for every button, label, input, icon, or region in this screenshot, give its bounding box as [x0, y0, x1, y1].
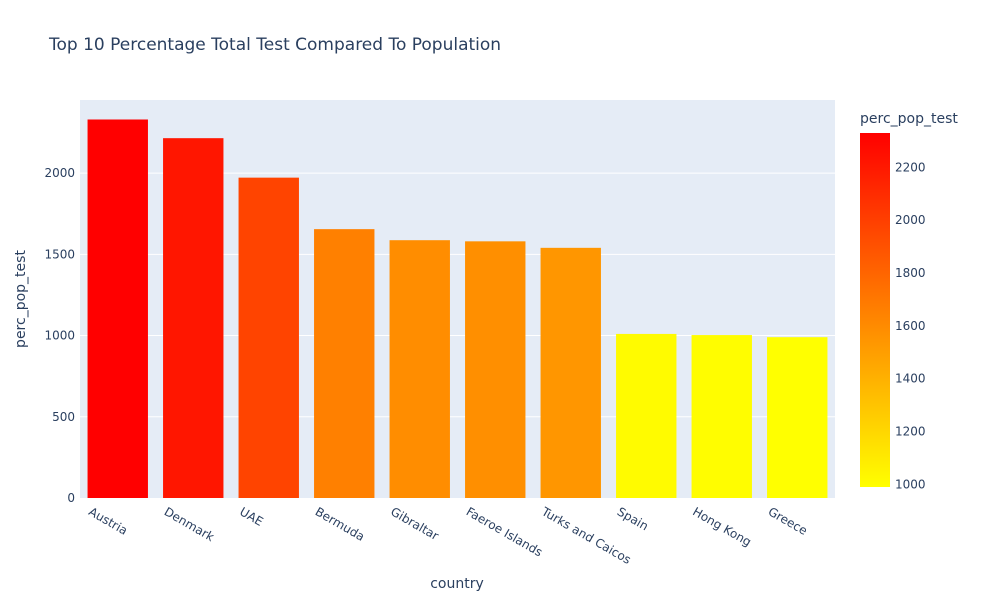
bar-turks-and-caicos[interactable] — [540, 247, 601, 498]
x-tick-label: Bermuda — [313, 504, 367, 543]
y-tick-label: 2000 — [44, 166, 75, 180]
x-tick-label: Spain — [615, 504, 651, 533]
x-tick-label: Austria — [86, 504, 130, 537]
x-tick-label: UAE — [237, 504, 265, 528]
x-tick-label: Gibraltar — [388, 504, 441, 543]
y-tick-label: 1000 — [44, 329, 75, 343]
bar-hong-kong[interactable] — [691, 335, 752, 498]
colorbar-tick-label: 1400 — [895, 372, 926, 386]
x-tick-label: Hong Kong — [690, 504, 754, 549]
y-tick-label: 0 — [67, 491, 75, 505]
y-tick-label: 500 — [52, 410, 75, 424]
y-tick-label: 1500 — [44, 247, 75, 261]
x-axis-title: country — [430, 576, 484, 592]
colorbar-tick-label: 1800 — [895, 266, 926, 280]
colorbar — [860, 133, 890, 487]
bar-faeroe-islands[interactable] — [465, 241, 526, 498]
bar-uae[interactable] — [238, 177, 299, 498]
colorbar-tick-label: 2000 — [895, 213, 926, 227]
bar-spain[interactable] — [616, 333, 677, 498]
colorbar-tick-label: 1600 — [895, 319, 926, 333]
x-axis-ticks: Austria Denmark UAE Bermuda Gibraltar Faeroe … — [86, 504, 809, 567]
x-tick-label: Faeroe Islands — [464, 504, 545, 559]
y-axis-ticks: 0 500 1000 1500 2000 — [44, 166, 75, 505]
bar-bermuda[interactable] — [314, 229, 375, 498]
y-axis-title: perc_pop_test — [13, 250, 29, 348]
colorbar-tick-label: 2200 — [895, 160, 926, 174]
bar-greece[interactable] — [767, 337, 828, 498]
colorbar-tick-label: 1200 — [895, 425, 926, 439]
colorbar-ticks: 1000 1200 1400 1600 1800 2000 2200 — [895, 160, 926, 491]
bar-austria[interactable] — [87, 119, 148, 498]
bar-gibraltar[interactable] — [389, 240, 450, 498]
bar-denmark[interactable] — [163, 138, 224, 498]
colorbar-title: perc_pop_test — [860, 111, 958, 127]
colorbar-tick-label: 1000 — [895, 477, 926, 491]
bars — [87, 119, 828, 498]
x-tick-label: Denmark — [162, 504, 217, 544]
chart-title: Top 10 Percentage Total Test Compared To… — [48, 35, 501, 55]
x-tick-label: Greece — [766, 504, 810, 537]
